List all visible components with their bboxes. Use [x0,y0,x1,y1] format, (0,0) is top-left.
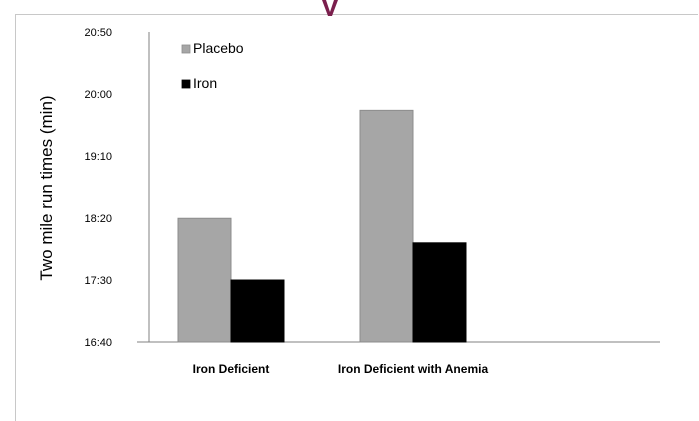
bar-placebo-1 [177,217,232,343]
y-tick-labels: 16:40 17:30 18:20 19:10 20:00 20:50 [84,27,112,349]
bar-iron-2 [412,242,467,343]
chart-frame [15,14,698,421]
bar-iron-1 [230,279,285,343]
x-category-label: Iron Deficient [193,362,270,376]
y-tick-label: 18:20 [84,213,112,225]
y-tick-label: 19:10 [84,151,112,163]
y-tick-label: 20:00 [84,89,112,101]
bar-placebo-2 [359,109,414,343]
bars [177,109,467,343]
legend-label-iron: Iron [193,75,217,91]
legend-label-placebo: Placebo [193,40,244,56]
y-tick-label: 17:30 [84,275,112,287]
x-category-label: Iron Deficient with Anemia [338,362,489,376]
legend-swatch-placebo [181,44,191,54]
legend-swatch-iron [181,79,191,89]
legend: Placebo Iron [181,40,244,91]
x-category-labels: Iron Deficient Iron Deficient with Anemia [193,362,489,376]
y-tick-label: 16:40 [84,337,112,349]
y-tick-label: 20:50 [84,27,112,39]
title-fragment [322,0,338,16]
y-axis-label: Two mile run times (min) [37,95,56,280]
